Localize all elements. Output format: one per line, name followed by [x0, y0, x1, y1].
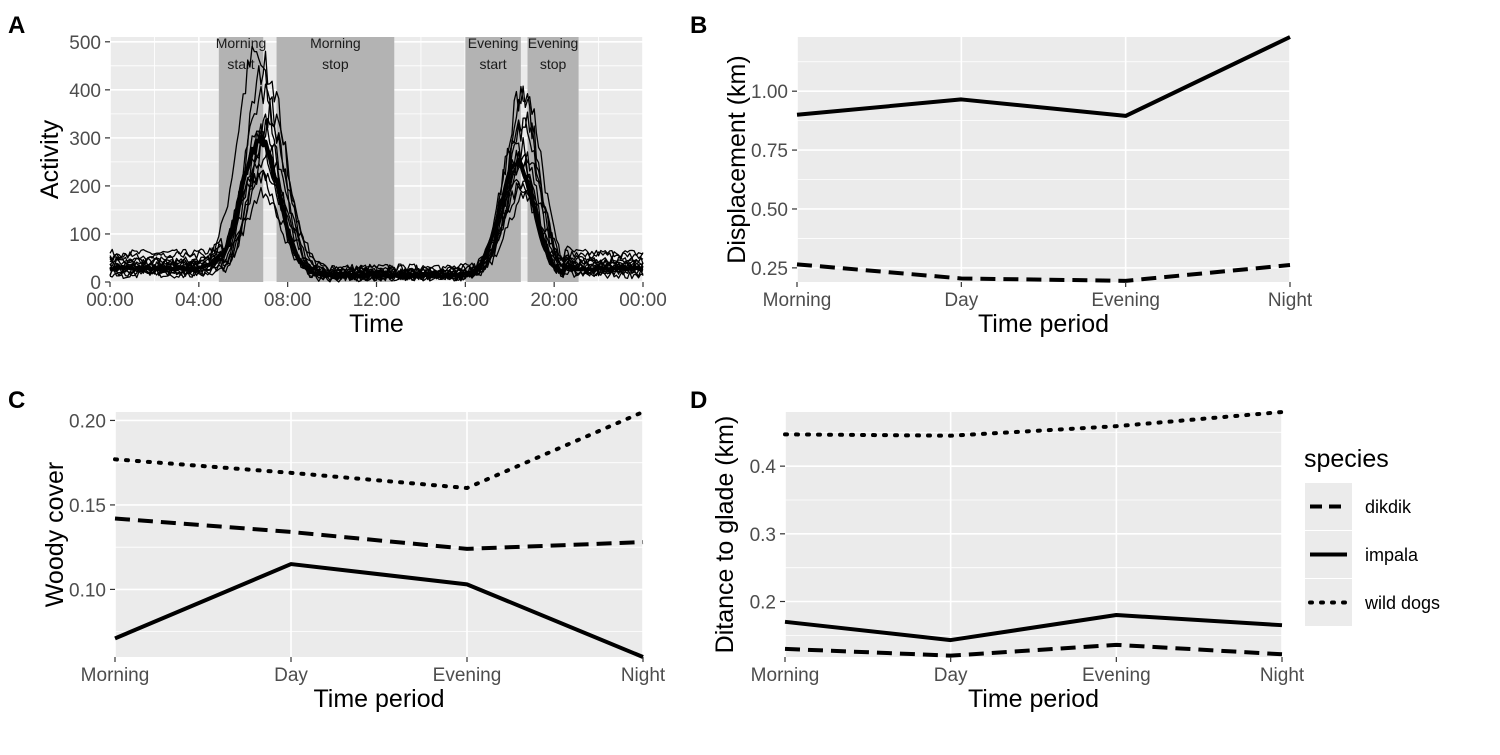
activity-trace: [109, 130, 643, 277]
x-tick-label: 00:00: [86, 290, 134, 311]
series-line-dikdik: [796, 262, 1291, 283]
series-line-impala: [796, 35, 1291, 118]
x-tick-label: Day: [274, 665, 308, 686]
x-tick-label: 04:00: [175, 290, 223, 311]
x-tick-label: Morning: [81, 665, 150, 686]
x-tick-label: 08:00: [264, 290, 312, 311]
y-axis-title: Displacement (km): [723, 55, 751, 263]
activity-trace: [109, 130, 644, 283]
x-tick-label: 00:00: [619, 290, 667, 311]
band-label-line1: Morning: [216, 35, 267, 51]
legend-label: wild dogs: [1364, 593, 1440, 613]
legend-label: impala: [1365, 545, 1419, 565]
x-axis-title: Time: [349, 310, 404, 338]
legend-label: dikdik: [1365, 497, 1412, 517]
activity-mean-line: [109, 138, 644, 279]
series-line-dikdik: [114, 516, 644, 551]
y-tick-label: 400: [69, 81, 101, 102]
time-band: [276, 37, 395, 282]
y-tick-label: 0.50: [751, 200, 788, 221]
band-label-line2: start: [479, 56, 506, 72]
band-label-line1: Morning: [310, 35, 361, 51]
series-line-dikdik: [784, 642, 1283, 658]
x-axis-title: Time period: [978, 310, 1109, 338]
y-tick-label: 100: [69, 225, 101, 246]
y-tick-label: 0.75: [751, 141, 788, 162]
panel-label: D: [690, 387, 707, 414]
plot-background: [115, 412, 643, 657]
panel-label: B: [690, 12, 707, 39]
y-tick-label: 0.25: [751, 259, 788, 280]
series-line-wild-dogs: [113, 410, 645, 491]
y-tick-label: 1.00: [751, 82, 788, 103]
x-axis-title: Time period: [313, 685, 444, 713]
panel-d: D 0.2 0.3 0.4 Morning Day Evening Night Time per…: [690, 387, 1305, 713]
y-tick-label: 0.15: [69, 496, 106, 517]
y-tick-label: 0: [90, 273, 101, 294]
y-axis-title: Ditance to glade (km): [711, 416, 739, 654]
activity-trace: [109, 135, 644, 274]
series-line-impala: [114, 562, 644, 659]
band-label-line2: stop: [322, 56, 349, 72]
band-label-line1: Evening: [528, 35, 579, 51]
x-tick-label: Evening: [1091, 290, 1160, 311]
x-tick-label: Night: [1268, 290, 1313, 311]
y-tick-label: 0.4: [750, 457, 777, 478]
panel-label: A: [8, 12, 25, 39]
x-tick-label: Evening: [1082, 665, 1151, 686]
x-tick-label: Morning: [751, 665, 820, 686]
x-tick-label: 20:00: [530, 290, 578, 311]
y-tick-label: 500: [69, 33, 101, 54]
y-tick-label: 0.10: [69, 580, 106, 601]
y-tick-label: 0.20: [69, 411, 106, 432]
x-tick-label: Night: [1260, 665, 1305, 686]
panel-a: AMorningstartMorningstopEveningstartEven…: [8, 12, 667, 338]
panel-c: C 0.10 0.15 0.20 Morning Day Evening Night Time …: [8, 387, 666, 713]
panel-b: B 0.25 0.50 0.75 1.00 Morning Day Evening Night T…: [690, 12, 1313, 338]
series-line-impala: [784, 613, 1283, 643]
band-label-line2: stop: [540, 56, 567, 72]
y-tick-label: 0.2: [750, 593, 776, 614]
legend-title: species: [1304, 445, 1389, 473]
legend: species dikdik impala wild dogs: [1304, 445, 1440, 626]
y-axis-title: Activity: [36, 119, 64, 199]
x-tick-label: Evening: [433, 665, 502, 686]
x-axis-title: Time period: [968, 685, 1099, 713]
x-tick-label: 16:00: [442, 290, 490, 311]
y-tick-label: 300: [69, 129, 101, 150]
y-tick-label: 0.3: [750, 525, 776, 546]
x-tick-label: Night: [621, 665, 666, 686]
panel-label: C: [8, 387, 25, 414]
x-tick-label: 12:00: [353, 290, 401, 311]
x-tick-label: Day: [934, 665, 968, 686]
y-tick-label: 200: [69, 177, 101, 198]
x-tick-label: Day: [944, 290, 978, 311]
band-label-line1: Evening: [468, 35, 519, 51]
x-tick-label: Morning: [763, 290, 832, 311]
y-axis-title: Woody cover: [41, 462, 69, 607]
